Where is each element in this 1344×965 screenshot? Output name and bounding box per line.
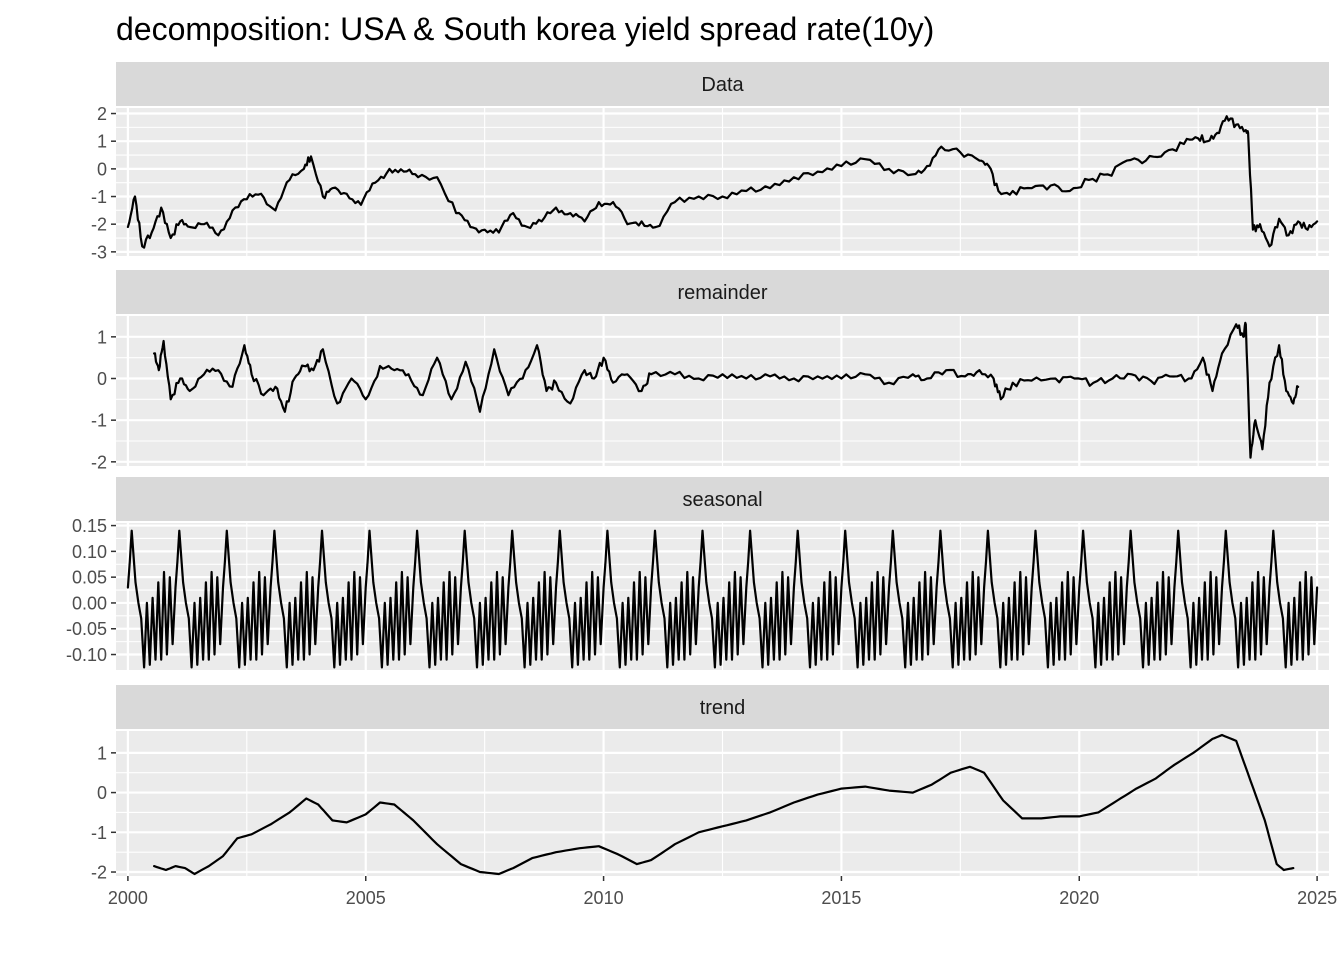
y-tick-label: 0.15 — [72, 516, 107, 536]
y-tick-label: -2 — [91, 452, 107, 472]
strip-label: seasonal — [682, 489, 762, 511]
y-tick-label: 2 — [97, 104, 107, 124]
strip-background — [116, 477, 1329, 521]
x-tick-label: 2025 — [1297, 888, 1337, 908]
series-line-trend — [153, 733, 1295, 876]
y-tick-label: 0 — [97, 783, 107, 803]
strip-background — [116, 685, 1329, 729]
y-tick-label: 0.00 — [72, 593, 107, 613]
strip-label: trend — [700, 697, 746, 719]
strip-background — [116, 62, 1329, 106]
y-tick-label: 0 — [97, 159, 107, 179]
y-tick-label: -3 — [91, 242, 107, 262]
y-tick-label: -1 — [91, 823, 107, 843]
y-tick-label: 0 — [97, 369, 107, 389]
y-tick-label: -0.05 — [66, 619, 107, 639]
y-tick-label: -0.10 — [66, 645, 107, 665]
series-line-seasonal — [126, 529, 1319, 669]
strip-label: Data — [701, 74, 744, 96]
series-line-remainder — [153, 321, 1300, 459]
x-tick-label: 2020 — [1059, 888, 1099, 908]
x-tick-label: 2005 — [346, 888, 386, 908]
facet-data: Data -3 -2 -1 0 1 2 — [91, 62, 1329, 262]
y-tick-label: 1 — [97, 743, 107, 763]
y-tick-label: 0.05 — [72, 568, 107, 588]
facet-seasonal: seasonal -0.10 -0.05 0.00 0.05 0.10 0.15 — [66, 477, 1329, 670]
strip-background — [116, 270, 1329, 314]
y-tick-label: -1 — [91, 187, 107, 207]
chart-title: decomposition: USA & South korea yield s… — [116, 11, 934, 47]
x-tick-label: 2010 — [584, 888, 624, 908]
series-line-data — [126, 115, 1319, 249]
y-tick-label: 1 — [97, 132, 107, 152]
y-tick-label: 1 — [97, 327, 107, 347]
y-tick-label: -2 — [91, 215, 107, 235]
facet-remainder: remainder -2 -1 0 1 — [91, 270, 1329, 472]
x-tick-label: 2015 — [821, 888, 861, 908]
x-tick-label: 2000 — [108, 888, 148, 908]
y-tick-label: -1 — [91, 411, 107, 431]
y-tick-label: -2 — [91, 863, 107, 883]
facet-trend: trend -2 -1 0 1 — [91, 685, 1329, 883]
y-tick-label: 0.10 — [72, 542, 107, 562]
strip-label: remainder — [677, 282, 767, 304]
